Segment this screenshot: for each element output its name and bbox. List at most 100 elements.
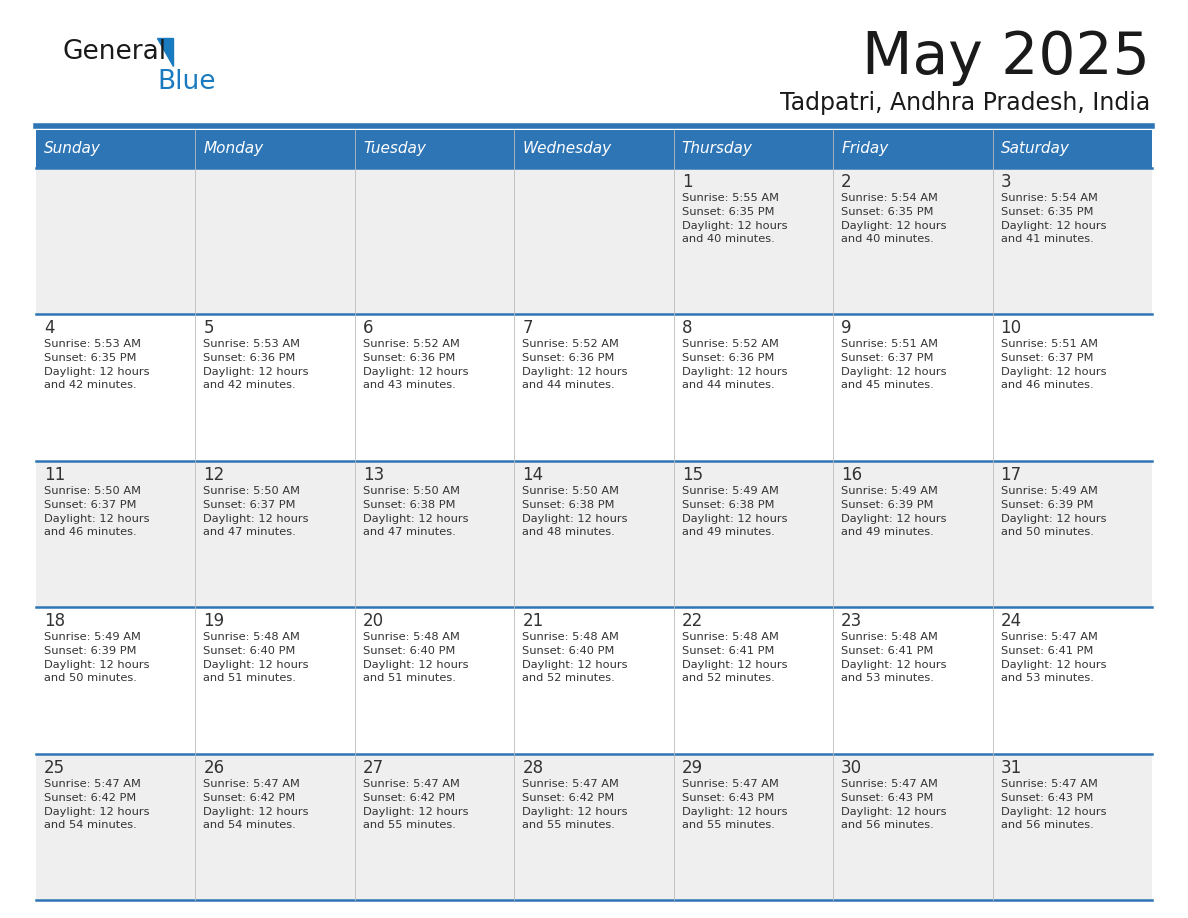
Text: Sunset: 6:37 PM: Sunset: 6:37 PM xyxy=(841,353,934,364)
Text: 28: 28 xyxy=(523,758,543,777)
Text: and 55 minutes.: and 55 minutes. xyxy=(362,820,456,830)
Text: 2: 2 xyxy=(841,173,852,191)
Bar xyxy=(36,130,1152,168)
Bar xyxy=(36,168,1152,314)
Text: 5: 5 xyxy=(203,319,214,338)
Text: 11: 11 xyxy=(44,465,65,484)
Text: Tuesday: Tuesday xyxy=(362,141,425,156)
Text: Daylight: 12 hours: Daylight: 12 hours xyxy=(362,660,468,670)
Text: 10: 10 xyxy=(1000,319,1022,338)
Text: Sunset: 6:41 PM: Sunset: 6:41 PM xyxy=(682,646,775,656)
Text: Sunrise: 5:49 AM: Sunrise: 5:49 AM xyxy=(682,486,778,496)
Text: Sunset: 6:38 PM: Sunset: 6:38 PM xyxy=(682,499,775,509)
Text: May 2025: May 2025 xyxy=(862,29,1150,86)
Text: Daylight: 12 hours: Daylight: 12 hours xyxy=(203,367,309,377)
Text: and 40 minutes.: and 40 minutes. xyxy=(841,234,934,244)
Text: 20: 20 xyxy=(362,612,384,630)
Text: Sunset: 6:42 PM: Sunset: 6:42 PM xyxy=(44,792,137,802)
Text: Sunset: 6:41 PM: Sunset: 6:41 PM xyxy=(841,646,934,656)
Text: Sunset: 6:39 PM: Sunset: 6:39 PM xyxy=(841,499,934,509)
Text: and 55 minutes.: and 55 minutes. xyxy=(682,820,775,830)
Text: and 47 minutes.: and 47 minutes. xyxy=(362,527,456,537)
Text: Sunrise: 5:52 AM: Sunrise: 5:52 AM xyxy=(362,340,460,350)
Text: General: General xyxy=(62,39,166,65)
Text: 30: 30 xyxy=(841,758,862,777)
Text: Thursday: Thursday xyxy=(682,141,752,156)
Text: 3: 3 xyxy=(1000,173,1011,191)
Text: Sunset: 6:36 PM: Sunset: 6:36 PM xyxy=(362,353,455,364)
Text: 21: 21 xyxy=(523,612,544,630)
Text: Sunset: 6:36 PM: Sunset: 6:36 PM xyxy=(682,353,775,364)
Text: 8: 8 xyxy=(682,319,693,338)
Text: Daylight: 12 hours: Daylight: 12 hours xyxy=(523,660,627,670)
Text: Sunrise: 5:48 AM: Sunrise: 5:48 AM xyxy=(362,633,460,643)
Text: Sunrise: 5:47 AM: Sunrise: 5:47 AM xyxy=(362,778,460,789)
Text: Sunrise: 5:53 AM: Sunrise: 5:53 AM xyxy=(203,340,301,350)
Text: 22: 22 xyxy=(682,612,703,630)
Text: Daylight: 12 hours: Daylight: 12 hours xyxy=(682,660,788,670)
Text: and 50 minutes.: and 50 minutes. xyxy=(1000,527,1093,537)
Text: Daylight: 12 hours: Daylight: 12 hours xyxy=(362,514,468,524)
Text: 13: 13 xyxy=(362,465,384,484)
Text: and 54 minutes.: and 54 minutes. xyxy=(44,820,137,830)
Text: 7: 7 xyxy=(523,319,532,338)
Text: and 54 minutes.: and 54 minutes. xyxy=(203,820,296,830)
Text: Daylight: 12 hours: Daylight: 12 hours xyxy=(682,221,788,231)
Text: Sunset: 6:37 PM: Sunset: 6:37 PM xyxy=(44,499,137,509)
Text: Daylight: 12 hours: Daylight: 12 hours xyxy=(841,367,947,377)
Text: Daylight: 12 hours: Daylight: 12 hours xyxy=(44,660,150,670)
Text: Sunrise: 5:54 AM: Sunrise: 5:54 AM xyxy=(1000,193,1098,203)
Text: and 40 minutes.: and 40 minutes. xyxy=(682,234,775,244)
Bar xyxy=(36,607,1152,754)
Text: Sunday: Sunday xyxy=(44,141,101,156)
Text: 15: 15 xyxy=(682,465,703,484)
Text: Sunrise: 5:47 AM: Sunrise: 5:47 AM xyxy=(523,778,619,789)
Text: and 44 minutes.: and 44 minutes. xyxy=(523,380,615,390)
Bar xyxy=(36,461,1152,607)
Text: Daylight: 12 hours: Daylight: 12 hours xyxy=(841,514,947,524)
Text: and 47 minutes.: and 47 minutes. xyxy=(203,527,296,537)
Text: Tadpatri, Andhra Pradesh, India: Tadpatri, Andhra Pradesh, India xyxy=(779,91,1150,115)
Text: Sunrise: 5:55 AM: Sunrise: 5:55 AM xyxy=(682,193,778,203)
Text: Daylight: 12 hours: Daylight: 12 hours xyxy=(682,514,788,524)
Text: Saturday: Saturday xyxy=(1000,141,1069,156)
Text: Sunset: 6:36 PM: Sunset: 6:36 PM xyxy=(523,353,614,364)
Text: Daylight: 12 hours: Daylight: 12 hours xyxy=(203,807,309,817)
Text: Sunset: 6:42 PM: Sunset: 6:42 PM xyxy=(523,792,614,802)
Text: Daylight: 12 hours: Daylight: 12 hours xyxy=(682,367,788,377)
Text: and 49 minutes.: and 49 minutes. xyxy=(682,527,775,537)
Text: Sunrise: 5:47 AM: Sunrise: 5:47 AM xyxy=(1000,633,1098,643)
Text: and 44 minutes.: and 44 minutes. xyxy=(682,380,775,390)
Text: 1: 1 xyxy=(682,173,693,191)
Text: Daylight: 12 hours: Daylight: 12 hours xyxy=(523,514,627,524)
Text: 25: 25 xyxy=(44,758,65,777)
Text: Daylight: 12 hours: Daylight: 12 hours xyxy=(362,807,468,817)
Text: Friday: Friday xyxy=(841,141,889,156)
Text: Sunset: 6:40 PM: Sunset: 6:40 PM xyxy=(523,646,614,656)
Text: Sunrise: 5:48 AM: Sunrise: 5:48 AM xyxy=(523,633,619,643)
Text: and 56 minutes.: and 56 minutes. xyxy=(841,820,934,830)
Text: Sunrise: 5:47 AM: Sunrise: 5:47 AM xyxy=(203,778,301,789)
Text: and 56 minutes.: and 56 minutes. xyxy=(1000,820,1093,830)
Text: Sunrise: 5:54 AM: Sunrise: 5:54 AM xyxy=(841,193,939,203)
Text: Sunrise: 5:47 AM: Sunrise: 5:47 AM xyxy=(841,778,939,789)
Text: Sunset: 6:43 PM: Sunset: 6:43 PM xyxy=(1000,792,1093,802)
Text: Daylight: 12 hours: Daylight: 12 hours xyxy=(44,367,150,377)
Text: Sunrise: 5:50 AM: Sunrise: 5:50 AM xyxy=(44,486,141,496)
Text: Sunset: 6:37 PM: Sunset: 6:37 PM xyxy=(1000,353,1093,364)
Text: Daylight: 12 hours: Daylight: 12 hours xyxy=(1000,221,1106,231)
Text: Blue: Blue xyxy=(157,69,215,95)
Text: and 43 minutes.: and 43 minutes. xyxy=(362,380,456,390)
Text: Sunrise: 5:51 AM: Sunrise: 5:51 AM xyxy=(841,340,939,350)
Text: 29: 29 xyxy=(682,758,703,777)
Text: Sunrise: 5:47 AM: Sunrise: 5:47 AM xyxy=(1000,778,1098,789)
Text: 9: 9 xyxy=(841,319,852,338)
Text: 26: 26 xyxy=(203,758,225,777)
Text: Sunrise: 5:47 AM: Sunrise: 5:47 AM xyxy=(682,778,778,789)
Text: Sunrise: 5:53 AM: Sunrise: 5:53 AM xyxy=(44,340,141,350)
Text: and 51 minutes.: and 51 minutes. xyxy=(362,673,456,683)
Text: Daylight: 12 hours: Daylight: 12 hours xyxy=(44,514,150,524)
Text: Sunset: 6:35 PM: Sunset: 6:35 PM xyxy=(44,353,137,364)
Text: Sunrise: 5:48 AM: Sunrise: 5:48 AM xyxy=(203,633,301,643)
Text: 6: 6 xyxy=(362,319,373,338)
